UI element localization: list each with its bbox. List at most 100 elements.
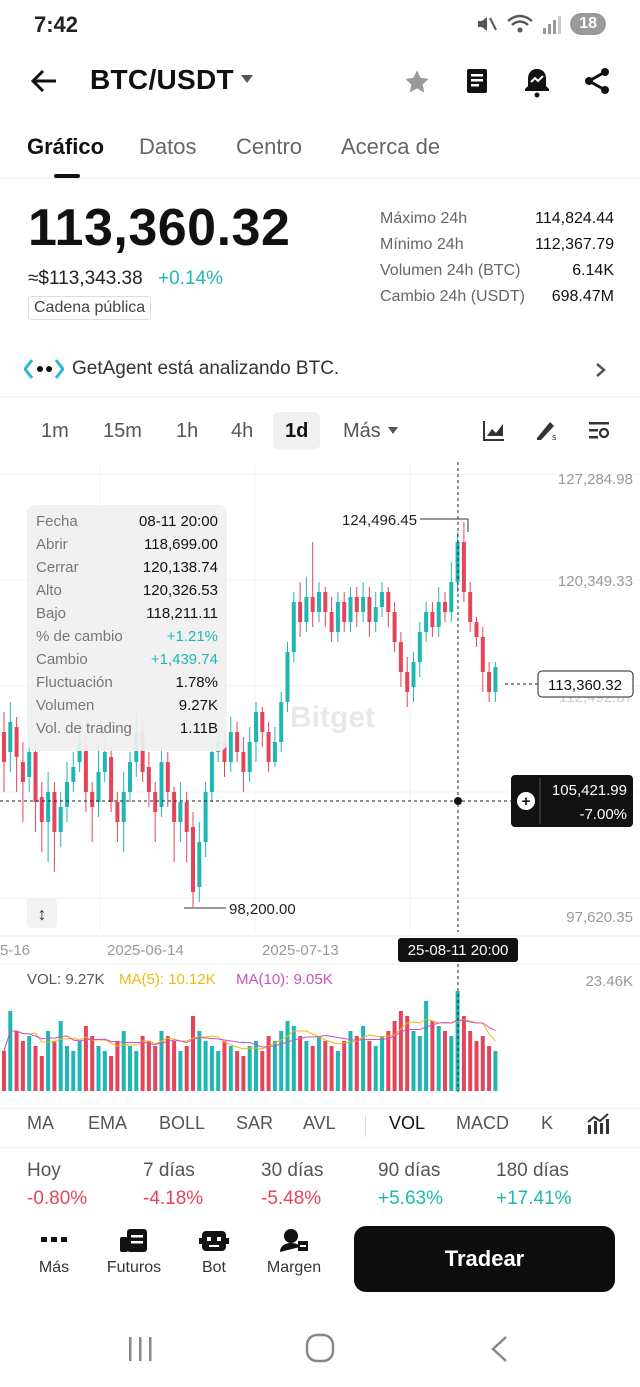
candle-body	[260, 712, 265, 732]
more-dots-icon	[41, 1237, 67, 1242]
nav-margin[interactable]: Margen	[264, 1228, 324, 1277]
back-nav-icon[interactable]	[488, 1334, 512, 1364]
nav-more[interactable]: Más	[30, 1228, 78, 1277]
volume-bar	[8, 1011, 13, 1091]
indicator-ma[interactable]: MA	[27, 1113, 54, 1133]
tooltip-row: % de cambio +1.21%	[36, 628, 218, 651]
mute-icon	[478, 17, 498, 31]
candle-body	[455, 542, 460, 582]
volume-bar	[153, 1046, 158, 1091]
interval-1m[interactable]: 1m	[41, 420, 69, 442]
price-alert-icon[interactable]	[523, 66, 551, 98]
stat-row: Máximo 24h 114,824.44	[380, 210, 614, 236]
pair-dropdown-icon[interactable]	[240, 74, 254, 84]
volume-bar	[304, 1041, 309, 1091]
indicator-macd[interactable]: MACD	[456, 1113, 509, 1133]
perf-item: 90 días +5.63%	[378, 1160, 443, 1210]
indicator-ema[interactable]: EMA	[88, 1113, 128, 1133]
volume-bar	[33, 1046, 38, 1091]
tab-datos[interactable]: Datos	[139, 134, 197, 159]
candle-body	[436, 602, 441, 627]
interval-4h[interactable]: 4h	[231, 420, 254, 442]
more-dropdown-icon[interactable]	[388, 427, 398, 435]
candle-body	[46, 792, 51, 822]
candle-body	[317, 592, 321, 612]
candle-body	[323, 592, 328, 612]
volume-bar	[209, 1046, 214, 1091]
candlestick-chart[interactable]: Bitget127,284.98120,349.33112,492.8797,6…	[0, 462, 640, 1102]
tooltip-value: 118,211.11	[146, 605, 218, 622]
star-icon[interactable]	[403, 68, 431, 96]
interval-more[interactable]: Más	[343, 420, 381, 442]
perf-label: 180 días	[496, 1160, 569, 1181]
perf-value: -4.18%	[143, 1188, 204, 1209]
candle-body	[487, 672, 492, 692]
volume-bar	[480, 1036, 485, 1091]
recent-apps-icon[interactable]	[126, 1334, 156, 1364]
interval-1d[interactable]: 1d	[273, 412, 321, 450]
tooltip-key: Abrir	[36, 536, 68, 553]
volume-bar	[83, 1026, 88, 1091]
add-order-plus: +	[522, 793, 531, 810]
volume-bar	[159, 1031, 164, 1091]
volume-bar	[2, 1051, 6, 1091]
chart-settings-icon[interactable]	[587, 418, 611, 442]
volume-bar	[216, 1051, 221, 1091]
chevron-right-icon[interactable]	[595, 362, 607, 378]
tooltip-value: 1.11B	[179, 720, 218, 737]
share-icon[interactable]	[583, 67, 611, 95]
trade-button[interactable]: Tradear	[354, 1226, 615, 1292]
indicator-vol[interactable]: VOL	[389, 1113, 426, 1133]
volume-bar	[128, 1046, 132, 1091]
candle-body	[329, 612, 334, 632]
indicator-boll[interactable]: BOLL	[159, 1113, 206, 1133]
volume-bar	[90, 1036, 95, 1091]
tooltip-row: Fluctuación 1.78%	[36, 674, 218, 697]
volume-bar	[285, 1021, 290, 1091]
draw-tool-icon[interactable]: s	[534, 418, 560, 442]
candle-body	[83, 747, 88, 792]
tab-grafico[interactable]: Gráfico	[27, 134, 105, 159]
battery-indicator: 18	[570, 13, 606, 35]
perf-value: +5.63%	[378, 1188, 443, 1209]
volume-bar	[77, 1041, 82, 1091]
indicator-avl[interactable]: AVL	[303, 1113, 336, 1133]
svg-text:s: s	[552, 433, 557, 442]
volume-bar	[184, 1046, 189, 1091]
candle-body	[71, 767, 76, 782]
indicator-sar[interactable]: SAR	[236, 1113, 274, 1133]
tab-centro[interactable]: Centro	[236, 134, 303, 159]
nav-bot[interactable]: Bot	[192, 1228, 236, 1277]
interval-15m[interactable]: 15m	[103, 420, 142, 442]
candle-body	[165, 762, 170, 792]
candle-body	[430, 612, 435, 627]
candle-body	[380, 592, 384, 607]
candle-body	[228, 732, 233, 762]
volume-bar	[58, 1021, 63, 1091]
back-arrow-icon[interactable]	[30, 68, 58, 94]
perf-label: 7 días	[143, 1160, 195, 1181]
perf-item: 7 días -4.18%	[143, 1160, 203, 1210]
candle-body	[20, 762, 25, 782]
indicator-k[interactable]: K	[541, 1113, 554, 1133]
orderbook-icon[interactable]	[464, 67, 490, 97]
tab-acerca[interactable]: Acerca de	[341, 134, 441, 159]
indicator-settings-icon[interactable]	[587, 1113, 609, 1135]
pair-title[interactable]: BTC/USDT	[90, 64, 234, 95]
chart-type-icon[interactable]	[482, 418, 506, 442]
volume-bar	[298, 1036, 303, 1091]
volume-bar	[191, 1016, 195, 1091]
ma10-legend: MA(10): 9.05K	[236, 971, 333, 988]
home-icon[interactable]	[304, 1332, 336, 1364]
candle-body	[209, 752, 214, 792]
nav-label: Bot	[201, 1259, 226, 1276]
candle-body	[241, 752, 246, 772]
candle-body	[8, 722, 13, 752]
volume-bar	[203, 1041, 208, 1091]
status-icons: 18	[474, 12, 606, 36]
perf-value: +17.41%	[496, 1188, 572, 1209]
volume-bar	[487, 1046, 492, 1091]
interval-1h[interactable]: 1h	[176, 420, 199, 442]
nav-futures[interactable]: Futuros	[104, 1228, 164, 1277]
chain-badge[interactable]: Cadena pública	[28, 296, 152, 320]
